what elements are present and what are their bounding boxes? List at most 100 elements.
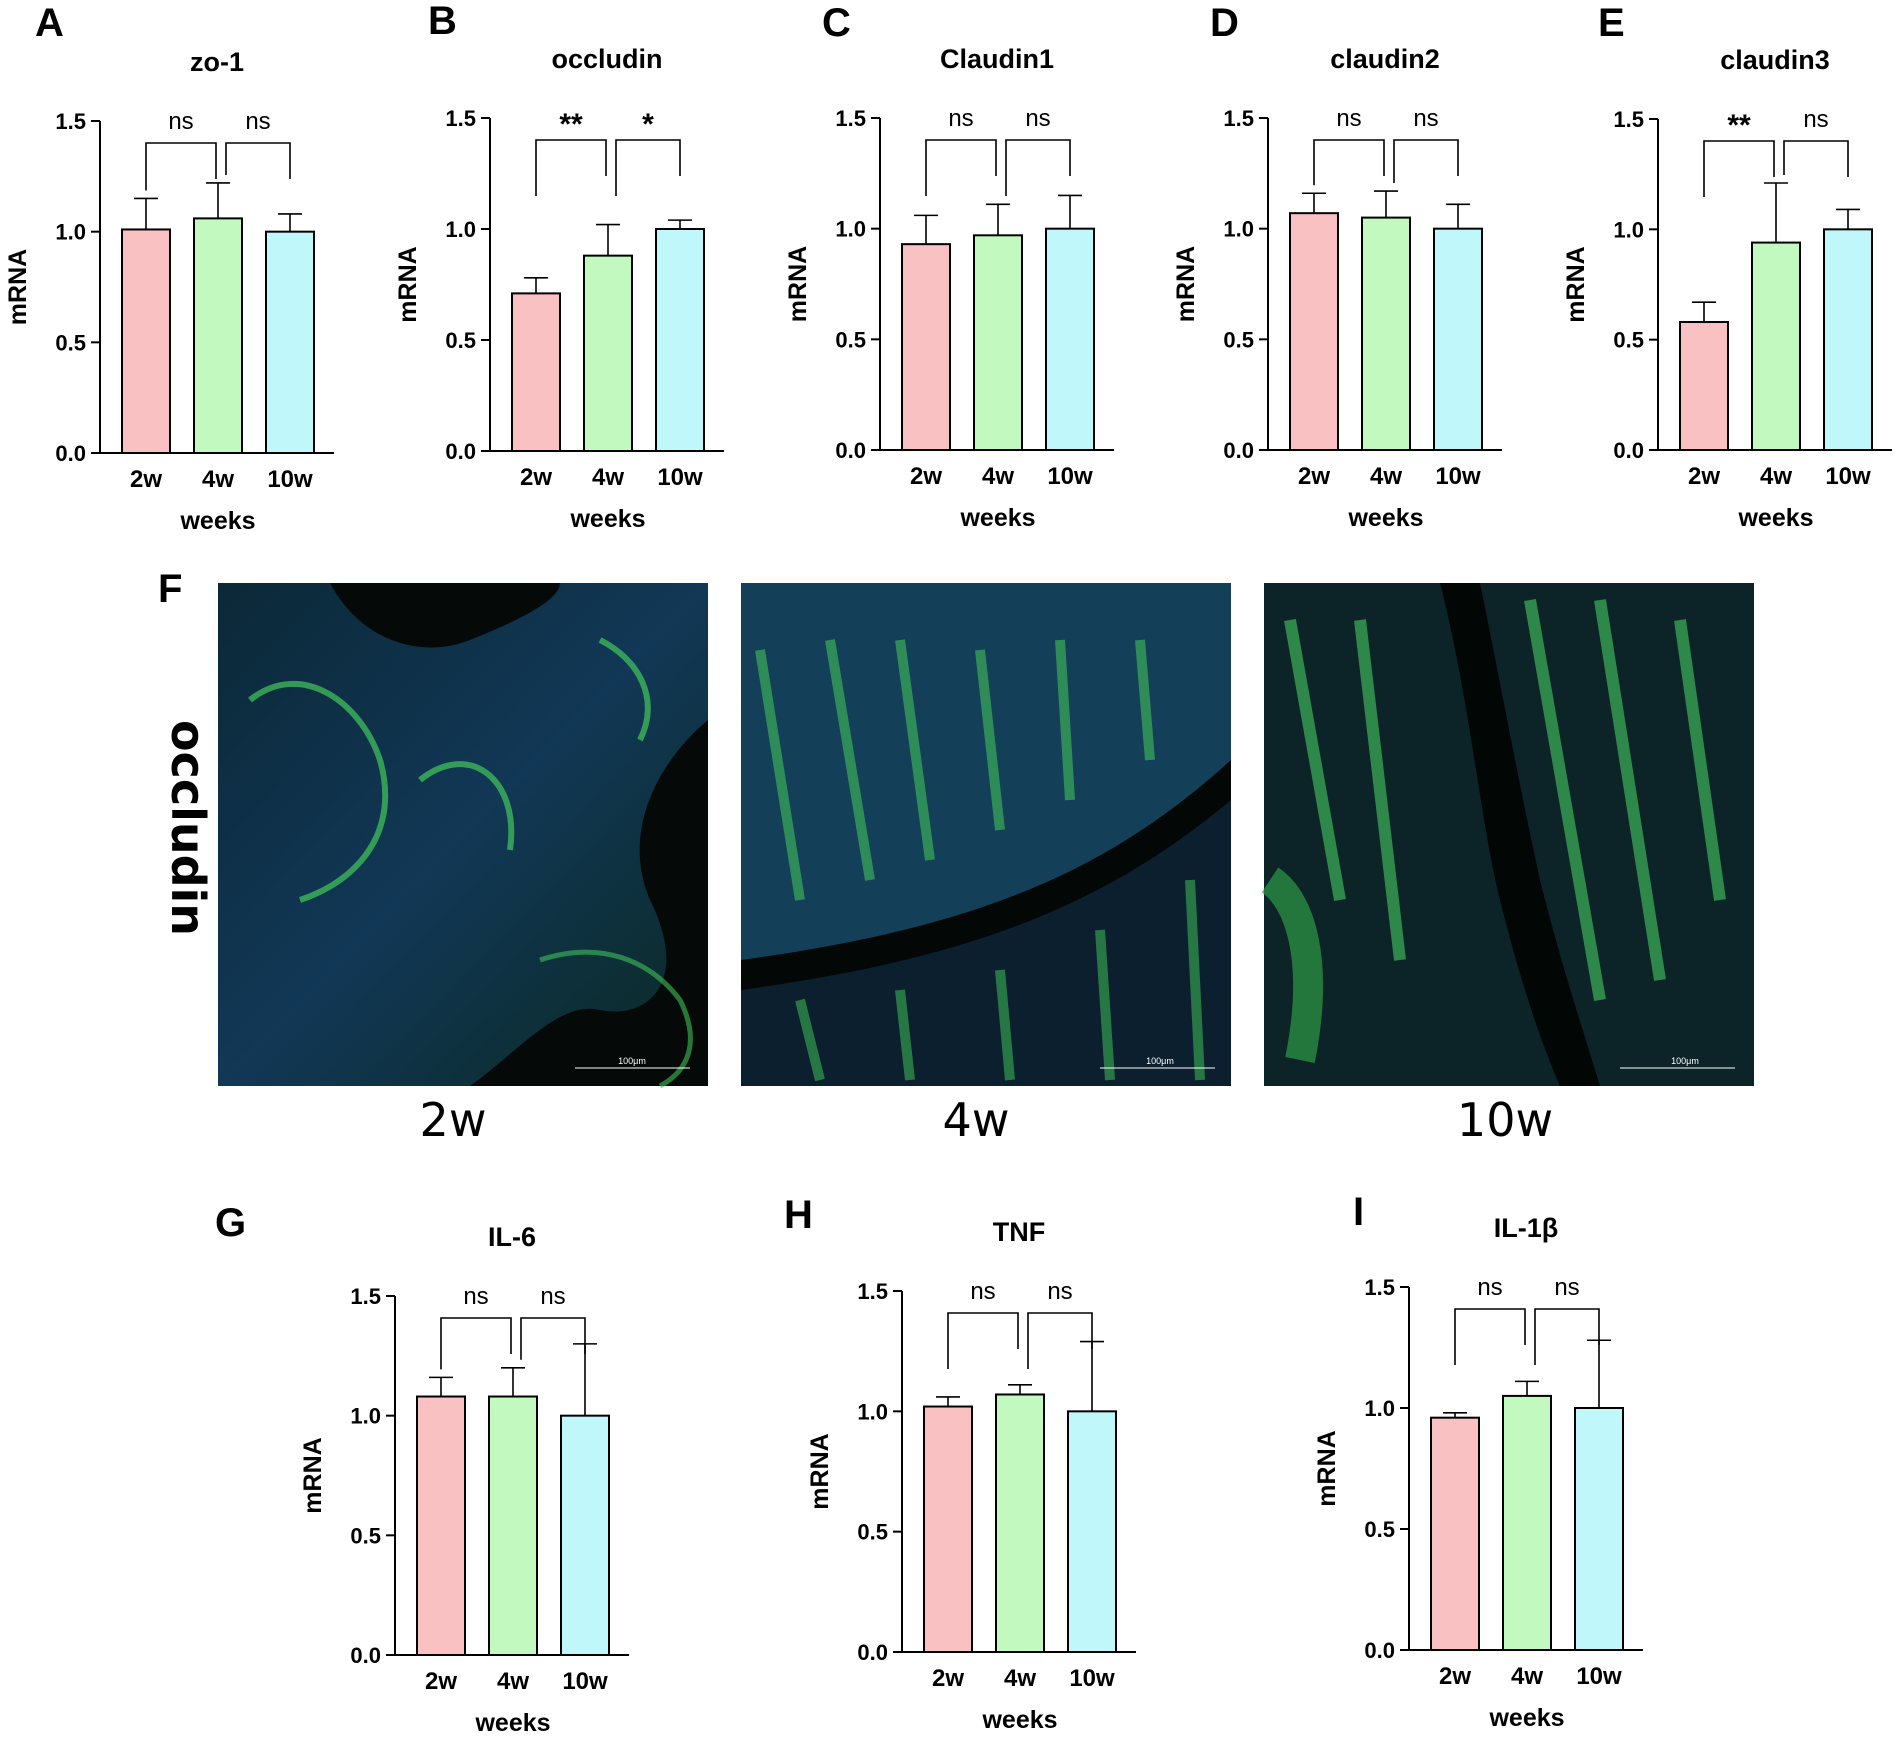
- image-caption-2w: 2w: [420, 1093, 487, 1147]
- bar-2w: [121, 228, 171, 454]
- y-tick-label: 1.5: [857, 1279, 888, 1304]
- bar-2w: [1679, 321, 1729, 451]
- y-tick-label: 0.5: [1223, 327, 1254, 352]
- y-axis-label: mRNA: [1313, 1430, 1341, 1506]
- y-tick-label: 0.0: [55, 441, 86, 466]
- category-label: 10w: [267, 466, 313, 493]
- y-tick-label: 1.5: [55, 109, 86, 134]
- bar-4w: [1361, 216, 1411, 451]
- category-label: 10w: [1576, 1663, 1622, 1690]
- bar-10w: [655, 228, 705, 452]
- chart-a: Azo-1 0.0 0.5 1.0 1.5 mRNA 2w 4w 10w weeks ns ns: [4, 1, 334, 535]
- category-label: 2w: [932, 1665, 964, 1692]
- chart-title: IL-1β: [1494, 1213, 1558, 1243]
- chart-c: C Claudin1 0.0 0.5 1.0 1.5 mRNA 2w 4w 10w weeks ns n…: [784, 1, 1114, 532]
- y-tick-label: 0.5: [1613, 328, 1644, 353]
- chart-title: IL-6: [488, 1222, 536, 1252]
- category-label: 10w: [1825, 463, 1871, 490]
- category-label: 2w: [425, 1668, 457, 1695]
- category-label: 4w: [982, 463, 1014, 490]
- chart-title: occludin: [551, 44, 662, 74]
- panel-letter: C: [822, 1, 851, 45]
- bar-2w: [1430, 1416, 1480, 1652]
- significance-bracket: [1703, 140, 1775, 197]
- panel-letter: B: [428, 0, 457, 43]
- significance-label: ns: [1554, 1274, 1579, 1301]
- x-axis-label: weeks: [1347, 504, 1423, 532]
- x-axis-label: weeks: [569, 505, 645, 533]
- significance-label: ns: [1803, 106, 1828, 133]
- significance-bracket: [1393, 139, 1459, 184]
- panel-letter-f: F: [158, 567, 182, 611]
- category-label: 2w: [1688, 463, 1720, 490]
- scale-bar-label-2w: 100μm: [618, 1056, 646, 1066]
- significance-bracket: [1027, 1312, 1093, 1369]
- y-tick-label: 0.5: [1364, 1517, 1395, 1542]
- panel-f-micrographs: F occludin 100μm 100μm: [158, 567, 1754, 1147]
- y-tick-label: 0.0: [857, 1640, 888, 1665]
- y-tick-label: 0.0: [1223, 438, 1254, 463]
- significance-bracket: [1534, 1308, 1600, 1365]
- bar-4w: [193, 217, 243, 454]
- category-label: 4w: [1511, 1663, 1543, 1690]
- y-tick-label: 1.0: [1223, 217, 1254, 242]
- micrograph-4w: 100μm: [741, 583, 1231, 1086]
- chart-title: TNF: [993, 1217, 1045, 1247]
- category-label: 4w: [202, 466, 234, 493]
- image-caption-4w: 4w: [943, 1093, 1010, 1147]
- y-axis-label: mRNA: [394, 246, 422, 322]
- significance-bracket: [1783, 140, 1849, 177]
- bar-2w: [1289, 212, 1339, 451]
- category-label: 4w: [1370, 463, 1402, 490]
- y-tick-label: 1.5: [1364, 1275, 1395, 1300]
- bar-10w: [1823, 228, 1873, 451]
- category-label: 4w: [497, 1668, 529, 1695]
- y-tick-label: 1.5: [350, 1284, 381, 1309]
- significance-bracket: [925, 139, 997, 196]
- category-label: 4w: [1004, 1665, 1036, 1692]
- bar-10w: [265, 230, 315, 454]
- y-tick-label: 1.5: [445, 106, 476, 131]
- x-axis-label: weeks: [474, 1709, 550, 1737]
- category-label: 4w: [1760, 463, 1792, 490]
- panel-letter: G: [215, 1201, 246, 1245]
- bar-2w: [901, 243, 951, 451]
- panel-letter: I: [1353, 1190, 1364, 1234]
- category-label: 2w: [130, 466, 162, 493]
- significance-label: ns: [1477, 1274, 1502, 1301]
- y-tick-label: 0.0: [1364, 1638, 1395, 1663]
- bar-4w: [488, 1395, 538, 1657]
- category-label: 10w: [1047, 463, 1093, 490]
- y-tick-label: 1.0: [1613, 217, 1644, 242]
- y-tick-label: 0.5: [857, 1520, 888, 1545]
- bar-10w: [1574, 1407, 1624, 1651]
- chart-h: H TNF 0.0 0.5 1.0 1.5 mRNA 2w 4w 10w weeks ns ns: [784, 1193, 1136, 1734]
- significance-label: ns: [1413, 105, 1438, 132]
- y-tick-label: 0.0: [445, 439, 476, 464]
- x-axis-label: weeks: [1488, 1704, 1564, 1732]
- x-axis-label: weeks: [1737, 504, 1813, 532]
- y-tick-label: 0.5: [835, 327, 866, 352]
- chart-g: G IL-6 0.0 0.5 1.0 1.5 mRNA 2w 4w 10w weeks ns ns: [215, 1201, 629, 1737]
- panel-letter: A: [35, 1, 64, 45]
- significance-bracket: [947, 1312, 1019, 1369]
- category-label: 10w: [1435, 463, 1481, 490]
- chart-title: claudin3: [1720, 45, 1830, 75]
- y-tick-label: 1.0: [445, 217, 476, 242]
- bar-10w: [1433, 227, 1483, 451]
- significance-bracket: [1454, 1308, 1526, 1365]
- y-tick-label: 0.0: [350, 1643, 381, 1668]
- y-tick-label: 0.0: [835, 438, 866, 463]
- significance-bracket: [145, 142, 217, 191]
- x-axis-label: weeks: [959, 504, 1035, 532]
- significance-label: ns: [948, 105, 973, 132]
- y-tick-label: 0.0: [1613, 438, 1644, 463]
- scale-bar-label-4w: 100μm: [1146, 1056, 1174, 1066]
- y-axis-label: mRNA: [299, 1437, 327, 1513]
- significance-bracket: [440, 1317, 512, 1370]
- y-tick-label: 1.5: [1223, 106, 1254, 131]
